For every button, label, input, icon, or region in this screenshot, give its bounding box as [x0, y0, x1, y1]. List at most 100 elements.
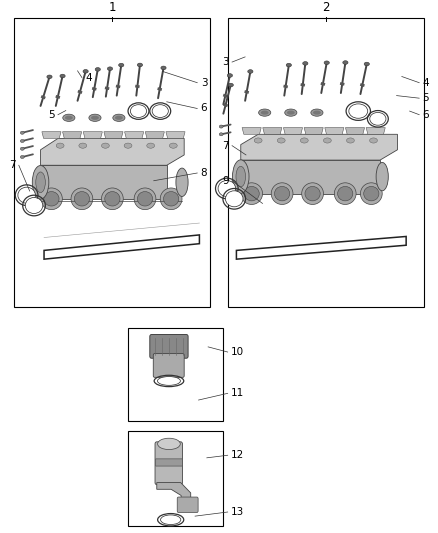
Polygon shape — [83, 132, 102, 139]
Ellipse shape — [334, 183, 356, 205]
Ellipse shape — [113, 114, 125, 122]
Ellipse shape — [163, 191, 179, 206]
Text: 3: 3 — [222, 57, 229, 67]
Ellipse shape — [95, 68, 100, 71]
Ellipse shape — [134, 188, 156, 209]
Ellipse shape — [105, 191, 120, 206]
Ellipse shape — [115, 116, 123, 120]
Polygon shape — [325, 127, 344, 134]
Ellipse shape — [83, 69, 88, 73]
Ellipse shape — [41, 188, 62, 209]
Polygon shape — [63, 132, 82, 139]
Bar — [127, 431, 223, 527]
Ellipse shape — [71, 188, 93, 209]
Ellipse shape — [56, 143, 64, 148]
Ellipse shape — [228, 83, 233, 87]
Ellipse shape — [102, 188, 123, 209]
FancyBboxPatch shape — [177, 497, 198, 513]
Polygon shape — [145, 132, 164, 139]
Ellipse shape — [74, 191, 89, 206]
Polygon shape — [263, 127, 282, 134]
Ellipse shape — [364, 187, 379, 201]
Polygon shape — [104, 132, 123, 139]
Ellipse shape — [20, 156, 24, 158]
Ellipse shape — [261, 110, 268, 115]
Text: 8: 8 — [201, 168, 207, 178]
Ellipse shape — [44, 191, 59, 206]
FancyBboxPatch shape — [155, 442, 183, 484]
Ellipse shape — [360, 183, 382, 205]
Ellipse shape — [271, 183, 293, 205]
Text: 6: 6 — [201, 103, 207, 114]
Ellipse shape — [303, 62, 308, 65]
Ellipse shape — [119, 63, 124, 67]
Ellipse shape — [20, 140, 24, 142]
Ellipse shape — [176, 168, 188, 197]
Text: 9: 9 — [222, 176, 229, 185]
Ellipse shape — [286, 63, 291, 67]
Ellipse shape — [324, 61, 329, 64]
Ellipse shape — [160, 188, 182, 209]
Ellipse shape — [258, 109, 271, 116]
Ellipse shape — [20, 131, 24, 134]
Ellipse shape — [147, 143, 155, 148]
Polygon shape — [304, 127, 323, 134]
Polygon shape — [41, 165, 167, 199]
FancyBboxPatch shape — [153, 353, 184, 377]
Ellipse shape — [227, 74, 233, 77]
Polygon shape — [346, 127, 364, 134]
Ellipse shape — [102, 143, 110, 148]
Text: 2: 2 — [322, 1, 329, 14]
Ellipse shape — [370, 112, 386, 125]
Text: 7: 7 — [222, 141, 229, 151]
Ellipse shape — [300, 138, 308, 143]
Polygon shape — [242, 127, 261, 134]
Polygon shape — [241, 134, 397, 160]
Ellipse shape — [244, 187, 259, 201]
Polygon shape — [283, 127, 303, 134]
Ellipse shape — [158, 376, 180, 385]
FancyBboxPatch shape — [155, 459, 183, 466]
Ellipse shape — [89, 114, 101, 122]
Polygon shape — [157, 482, 191, 505]
Ellipse shape — [219, 125, 223, 128]
Polygon shape — [42, 132, 61, 139]
Ellipse shape — [370, 138, 378, 143]
Ellipse shape — [305, 187, 320, 201]
Ellipse shape — [226, 191, 243, 207]
Polygon shape — [166, 132, 185, 139]
Ellipse shape — [32, 166, 49, 199]
Polygon shape — [41, 139, 184, 165]
Bar — [127, 328, 223, 421]
Ellipse shape — [65, 116, 73, 120]
Ellipse shape — [161, 66, 166, 70]
Text: 4: 4 — [423, 78, 429, 88]
Ellipse shape — [343, 61, 348, 64]
Text: 3: 3 — [201, 78, 207, 88]
Ellipse shape — [91, 116, 99, 120]
Text: 4: 4 — [85, 72, 92, 83]
Ellipse shape — [138, 191, 152, 206]
Bar — [14, 18, 210, 307]
Text: 7: 7 — [9, 160, 15, 170]
Ellipse shape — [277, 138, 285, 143]
Polygon shape — [241, 160, 380, 193]
Ellipse shape — [158, 438, 180, 449]
Text: 13: 13 — [231, 507, 244, 517]
Ellipse shape — [254, 138, 262, 143]
Ellipse shape — [170, 143, 177, 148]
Ellipse shape — [47, 75, 52, 79]
Ellipse shape — [248, 70, 253, 74]
Text: 12: 12 — [231, 450, 244, 460]
Ellipse shape — [236, 166, 246, 187]
Text: 11: 11 — [231, 389, 244, 398]
Polygon shape — [124, 132, 144, 139]
Ellipse shape — [219, 133, 223, 136]
Ellipse shape — [161, 515, 181, 524]
Text: 1: 1 — [109, 1, 116, 14]
Ellipse shape — [302, 183, 323, 205]
Ellipse shape — [346, 138, 354, 143]
Ellipse shape — [20, 147, 24, 150]
Ellipse shape — [107, 67, 113, 70]
Ellipse shape — [63, 114, 75, 122]
